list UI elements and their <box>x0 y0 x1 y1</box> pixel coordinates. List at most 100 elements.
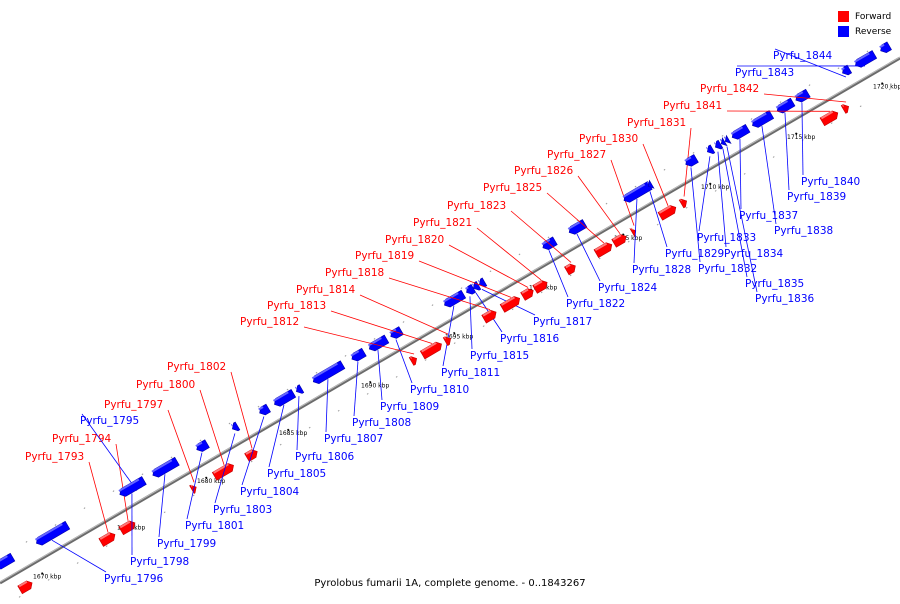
guide-dot <box>809 85 810 86</box>
guide-dot <box>773 157 774 158</box>
leader-Pyrfu_1800 <box>200 390 224 465</box>
guide-dot <box>26 541 27 542</box>
gene-arrow[interactable] <box>841 103 851 114</box>
gene-Pyrfu_1808 <box>350 348 367 363</box>
guide-dot <box>164 512 165 513</box>
gene-label-Pyrfu_1808: Pyrfu_1808 <box>352 417 411 429</box>
guide-dot <box>171 457 172 458</box>
gene-arrow[interactable] <box>0 553 15 571</box>
gene-arrow[interactable] <box>564 262 577 275</box>
gene-label-Pyrfu_1793: Pyrfu_1793 <box>25 451 84 463</box>
leader-Pyrfu_1801 <box>187 453 202 519</box>
guide-dot <box>77 563 78 564</box>
guide-dot <box>374 338 375 339</box>
gene-label-Pyrfu_1836: Pyrfu_1836 <box>755 293 815 305</box>
gene-label-Pyrfu_1815: Pyrfu_1815 <box>470 350 529 362</box>
scale-label: 1715 kbp <box>787 134 815 141</box>
gene-label-Pyrfu_1797: Pyrfu_1797 <box>104 399 163 411</box>
gene-arrow[interactable] <box>230 422 240 433</box>
gene-Pyrfu_1840 <box>794 89 811 104</box>
gene-label-Pyrfu_1837: Pyrfu_1837 <box>739 210 798 222</box>
reverse-swatch <box>838 26 849 37</box>
guide-dot <box>541 292 542 293</box>
genome-axis-highlight <box>0 57 900 582</box>
gene-Pyrfu_1812 <box>409 355 419 366</box>
gene-Pyrfu_1818 <box>482 308 499 323</box>
gene-arrow[interactable] <box>409 355 419 366</box>
guide-dot <box>686 207 687 208</box>
guide-dot <box>483 326 484 327</box>
gene-Pyrfu_1832 <box>683 155 698 169</box>
guide-dot <box>454 343 455 344</box>
leader-Pyrfu_1809 <box>378 350 382 400</box>
gene-arrow[interactable] <box>878 42 891 55</box>
leader-Pyrfu_1833 <box>699 156 710 231</box>
gene-Pyrfu_1793 <box>99 531 117 547</box>
guide-dot <box>251 461 252 462</box>
gene-label-Pyrfu_1800: Pyrfu_1800 <box>136 379 195 391</box>
guide-dot <box>606 203 607 204</box>
gene-label-Pyrfu_1839: Pyrfu_1839 <box>787 191 846 203</box>
scale-label: 1690 kbp <box>361 382 389 389</box>
gene-Pyrfu_1839 <box>775 98 795 115</box>
scale-label: 1720 kbp <box>873 84 900 91</box>
guide-dot <box>838 68 839 69</box>
guide-dot <box>635 186 636 187</box>
gene-label-Pyrfu_1813: Pyrfu_1813 <box>267 300 326 312</box>
gene-label-Pyrfu_1812: Pyrfu_1812 <box>240 316 299 328</box>
leader-Pyrfu_1807 <box>326 379 328 432</box>
gene-label-Pyrfu_1842: Pyrfu_1842 <box>700 83 759 95</box>
gene-arrow[interactable] <box>34 521 70 547</box>
gene-label-Pyrfu_1832: Pyrfu_1832 <box>698 263 757 275</box>
leader-Pyrfu_1804 <box>242 417 264 485</box>
gene-Pyrfu_1833 <box>705 145 715 156</box>
guide-dot <box>280 444 281 445</box>
leader-Pyrfu_1797 <box>168 410 194 482</box>
leader-Pyrfu_1820 <box>449 245 528 287</box>
gene-unlabeled-1 <box>0 553 15 571</box>
guide-dot <box>519 254 520 255</box>
guide-dot <box>200 440 201 441</box>
guide-dot <box>106 546 107 547</box>
gene-arrow[interactable] <box>294 385 304 396</box>
gene-Pyrfu_1801 <box>194 440 209 454</box>
gene-Pyrfu_1837 <box>730 124 750 141</box>
guide-dot <box>751 118 752 119</box>
leader-Pyrfu_1821 <box>477 228 541 280</box>
guide-dot <box>142 474 143 475</box>
gene-label-Pyrfu_1826: Pyrfu_1826 <box>514 165 574 177</box>
gene-label-Pyrfu_1819: Pyrfu_1819 <box>355 250 414 262</box>
gene-label-Pyrfu_1829: Pyrfu_1829 <box>665 248 724 260</box>
guide-dot <box>345 355 346 356</box>
guide-dot <box>570 275 571 276</box>
guide-dot <box>664 169 665 170</box>
genome-caption: Pyrolobus fumarii 1A, complete genome. -… <box>0 578 900 589</box>
gene-Pyrfu_1822 <box>541 237 558 252</box>
gene-label-Pyrfu_1816: Pyrfu_1816 <box>500 333 560 345</box>
gene-Pyrfu_1796 <box>34 521 70 547</box>
gene-label-Pyrfu_1840: Pyrfu_1840 <box>801 176 860 188</box>
guide-dot <box>512 309 513 310</box>
guide-dot <box>55 524 56 525</box>
gene-label-Pyrfu_1814: Pyrfu_1814 <box>296 284 356 296</box>
gene-label-Pyrfu_1830: Pyrfu_1830 <box>579 133 638 145</box>
guide-dot <box>860 106 861 107</box>
gene-unlabeled-2 <box>878 42 891 55</box>
gene-arrow[interactable] <box>257 404 270 417</box>
guide-dot <box>113 491 114 492</box>
gene-label-Pyrfu_1834: Pyrfu_1834 <box>724 248 784 260</box>
gene-arrow[interactable] <box>705 145 715 156</box>
guide-dot <box>657 224 658 225</box>
gene-label-Pyrfu_1811: Pyrfu_1811 <box>441 367 500 379</box>
gene-arrow[interactable] <box>679 197 689 208</box>
legend-reverse: Reverse <box>838 24 891 39</box>
guide-dot <box>490 271 491 272</box>
leader-Pyrfu_1823 <box>511 211 571 262</box>
gene-label-Pyrfu_1838: Pyrfu_1838 <box>774 225 833 237</box>
guide-dot <box>309 427 310 428</box>
guide-dot <box>338 410 339 411</box>
gene-label-Pyrfu_1801: Pyrfu_1801 <box>185 520 244 532</box>
gene-Pyrfu_1831 <box>679 197 689 208</box>
guide-dot <box>396 376 397 377</box>
leader-Pyrfu_1830 <box>643 144 668 206</box>
